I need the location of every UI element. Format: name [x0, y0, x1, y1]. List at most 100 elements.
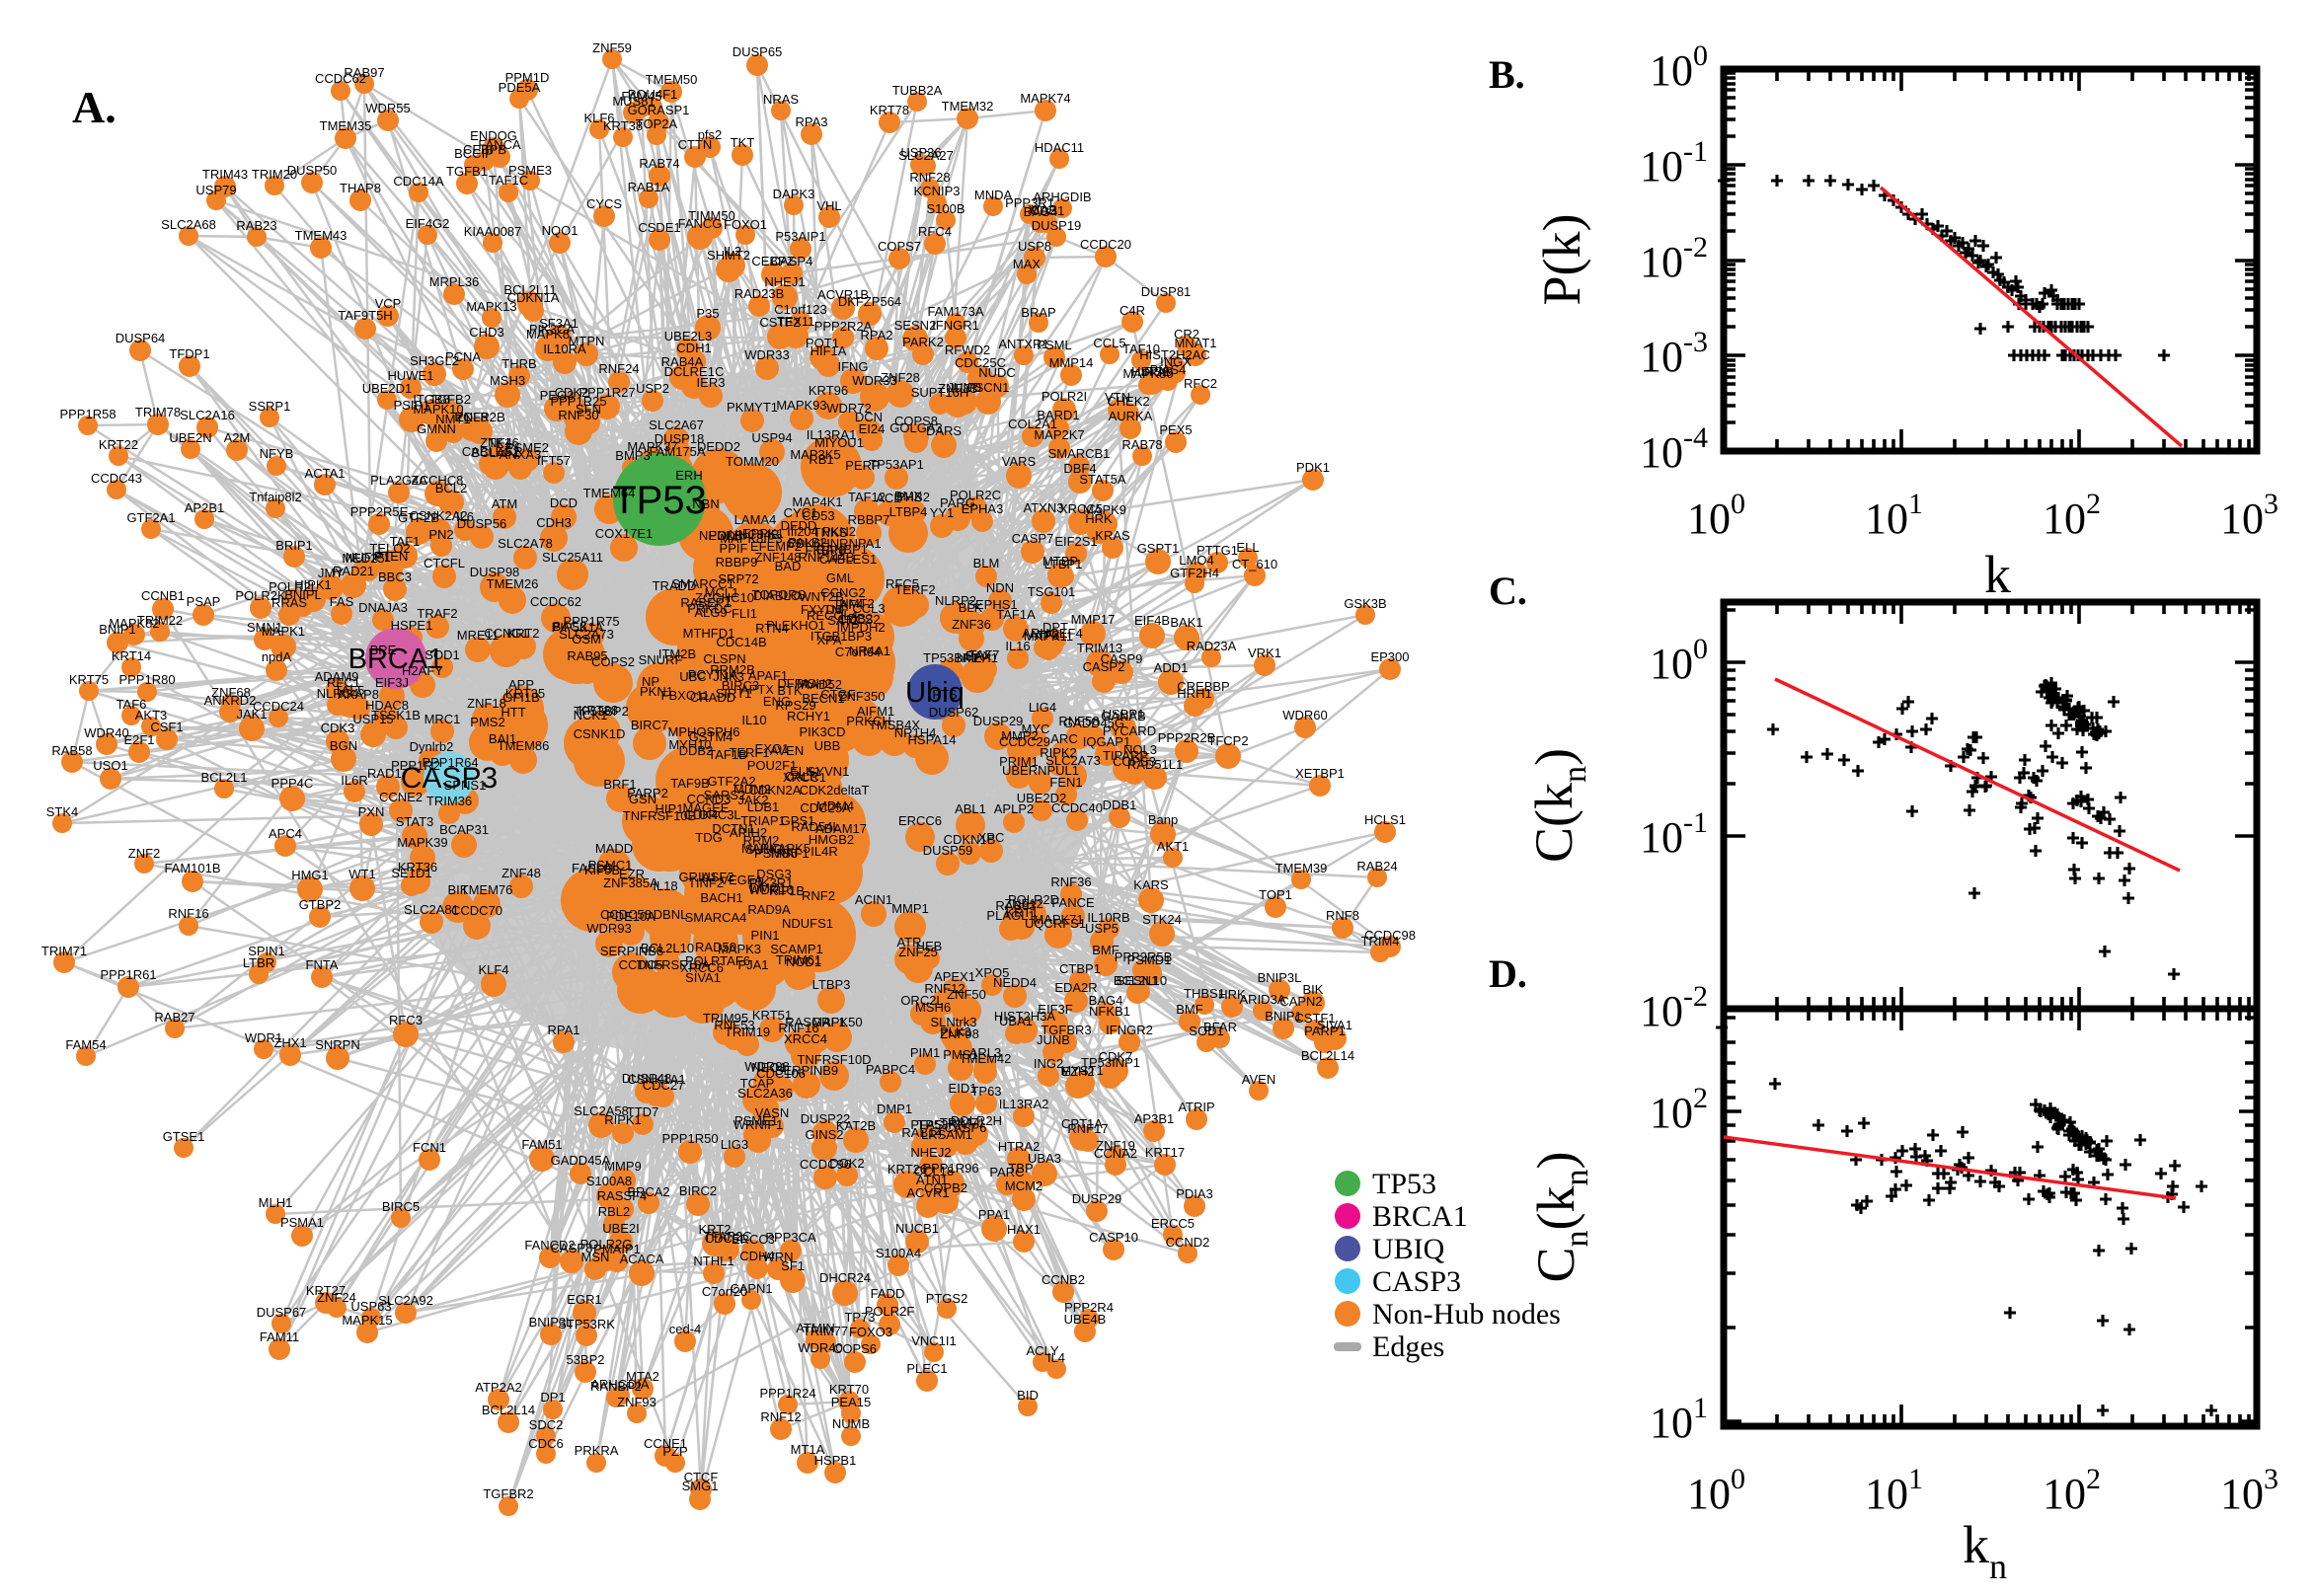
svg-text:TINF2: TINF2 [688, 875, 724, 890]
svg-text:SPIN1: SPIN1 [248, 944, 285, 958]
svg-text:LAMA4: LAMA4 [734, 512, 777, 527]
svg-text:PSML: PSML [1037, 338, 1071, 352]
svg-text:ZNF36: ZNF36 [952, 617, 991, 632]
svg-text:TRIM71: TRIM71 [940, 1115, 985, 1130]
svg-text:AKAP8: AKAP8 [338, 687, 379, 702]
svg-text:POLB: POLB [709, 528, 743, 543]
svg-text:WDR40: WDR40 [798, 1340, 843, 1355]
svg-text:GTSE1: GTSE1 [163, 1129, 205, 1144]
svg-text:KRT2: KRT2 [507, 626, 540, 641]
svg-text:RAB95: RAB95 [567, 648, 607, 663]
svg-text:SLC2A73: SLC2A73 [1045, 753, 1101, 768]
svg-text:PSME2: PSME2 [505, 440, 549, 455]
svg-text:BCL2L14: BCL2L14 [482, 1403, 535, 1417]
svg-text:RAD21: RAD21 [333, 564, 374, 578]
svg-text:CR2: CR2 [1174, 327, 1199, 342]
svg-text:RAD9A: RAD9A [747, 902, 791, 917]
svg-text:ZNF68: ZNF68 [211, 685, 251, 700]
svg-text:TMSB4X: TMSB4X [869, 718, 920, 732]
svg-text:MPHOSPH6: MPHOSPH6 [668, 724, 740, 739]
svg-text:CTCF: CTCF [684, 1470, 719, 1484]
svg-text:PPP3CA: PPP3CA [765, 1230, 816, 1245]
svg-text:TAF9B: TAF9B [670, 776, 710, 791]
svg-text:BCL2L11: BCL2L11 [503, 282, 556, 297]
svg-text:IL6R: IL6R [341, 773, 367, 788]
svg-text:TP53RK: TP53RK [917, 1117, 965, 1132]
svg-text:STK24: STK24 [1142, 912, 1182, 927]
svg-text:PPP3R1: PPP3R1 [1005, 195, 1054, 210]
svg-text:TBP: TBP [1008, 1161, 1033, 1176]
svg-text:TNF: TNF [823, 602, 848, 617]
svg-text:RAB58: RAB58 [51, 743, 92, 758]
svg-text:AURKA: AURKA [1109, 409, 1153, 423]
svg-text:ADAM17: ADAM17 [815, 821, 867, 836]
svg-text:TCAP: TCAP [740, 1076, 775, 1091]
svg-text:LRSAM1: LRSAM1 [921, 1127, 972, 1142]
svg-text:ADAM9: ADAM9 [315, 669, 359, 684]
svg-text:CCNB1: CCNB1 [141, 588, 185, 603]
svg-text:SLC2A16: SLC2A16 [180, 408, 235, 422]
svg-text:TIMM50: TIMM50 [688, 208, 735, 223]
svg-text:NDUFS1: NDUFS1 [782, 916, 833, 931]
svg-text:CCDC20: CCDC20 [1080, 237, 1131, 252]
svg-text:ZNF8: ZNF8 [456, 410, 489, 424]
svg-text:COPS3: COPS3 [1113, 754, 1156, 769]
svg-text:CCNG2: CCNG2 [820, 585, 866, 600]
svg-text:TRIM20: TRIM20 [252, 167, 297, 182]
svg-text:MAPK82: MAPK82 [109, 616, 159, 631]
svg-text:ARIH2: ARIH2 [730, 825, 767, 840]
svg-text:MUS81: MUS81 [612, 94, 655, 109]
svg-text:FSCN1: FSCN1 [967, 380, 1010, 395]
svg-text:SARS2: SARS2 [704, 788, 746, 802]
svg-text:SNURF: SNURF [639, 652, 683, 667]
svg-text:SESN1: SESN1 [1117, 973, 1159, 988]
svg-text:RFC3: RFC3 [389, 1013, 423, 1027]
svg-text:RNF17: RNF17 [1067, 1121, 1108, 1136]
svg-text:HSPA9: HSPA9 [1131, 364, 1173, 379]
svg-text:RAB1A: RAB1A [628, 180, 670, 194]
svg-text:MIYOU1: MIYOU1 [814, 435, 864, 450]
svg-text:CDC27: CDC27 [643, 1078, 685, 1093]
svg-text:RPA2: RPA2 [861, 328, 893, 342]
svg-text:IL18: IL18 [653, 878, 677, 893]
svg-text:DSG3: DSG3 [756, 867, 791, 881]
svg-text:PMS2: PMS2 [470, 715, 504, 729]
svg-text:RASSF4: RASSF4 [597, 1188, 648, 1203]
svg-text:NUMB: NUMB [832, 1416, 870, 1431]
svg-text:DCD: DCD [550, 495, 578, 510]
svg-text:102: 102 [2043, 488, 2101, 543]
svg-text:MAPK1: MAPK1 [262, 624, 305, 639]
svg-text:TDG: TDG [695, 830, 722, 845]
svg-text:MRPL36: MRPL36 [429, 274, 480, 289]
svg-text:IFNG: IFNG [837, 359, 868, 374]
svg-text:ZNF46: ZNF46 [480, 435, 519, 450]
svg-text:SMARCC1: SMARCC1 [671, 576, 734, 591]
svg-text:FLI1: FLI1 [732, 606, 757, 621]
svg-text:GTF2H4: GTF2H4 [1170, 566, 1219, 580]
svg-text:FAS: FAS [330, 594, 354, 609]
svg-text:BMF: BMF [1176, 1002, 1203, 1017]
svg-text:UBA3: UBA3 [1028, 1151, 1061, 1166]
svg-text:ZHX1: ZHX1 [273, 1035, 306, 1050]
svg-text:PRKDC: PRKDC [687, 601, 733, 616]
svg-text:IL6: IL6 [456, 509, 474, 524]
svg-text:ZNF2: ZNF2 [128, 846, 161, 861]
svg-text:TP73: TP73 [844, 1310, 875, 1325]
svg-text:CCDC29: CCDC29 [999, 734, 1050, 749]
svg-text:NBN: NBN [692, 496, 719, 511]
svg-text:GANAB: GANAB [1101, 709, 1146, 723]
svg-text:EZH2: EZH2 [1061, 1064, 1094, 1079]
svg-text:CCDC5: CCDC5 [619, 957, 663, 972]
svg-text:COL2A1: COL2A1 [1008, 417, 1057, 431]
svg-text:THRB: THRB [502, 356, 536, 371]
svg-text:RNF12: RNF12 [760, 1409, 801, 1424]
svg-text:MAPK3: MAPK3 [718, 942, 761, 956]
svg-text:BAG3: BAG3 [553, 619, 587, 634]
svg-text:ZNF19: ZNF19 [1096, 1138, 1135, 1153]
svg-text:RNF30: RNF30 [558, 408, 598, 422]
svg-text:PPP2R4: PPP2R4 [1064, 1300, 1114, 1315]
svg-text:S100A8: S100A8 [586, 1174, 632, 1188]
svg-text:Edges: Edges [1372, 1330, 1444, 1363]
svg-text:BCL2L1: BCL2L1 [201, 770, 248, 785]
svg-text:PSMB5: PSMB5 [754, 846, 798, 861]
